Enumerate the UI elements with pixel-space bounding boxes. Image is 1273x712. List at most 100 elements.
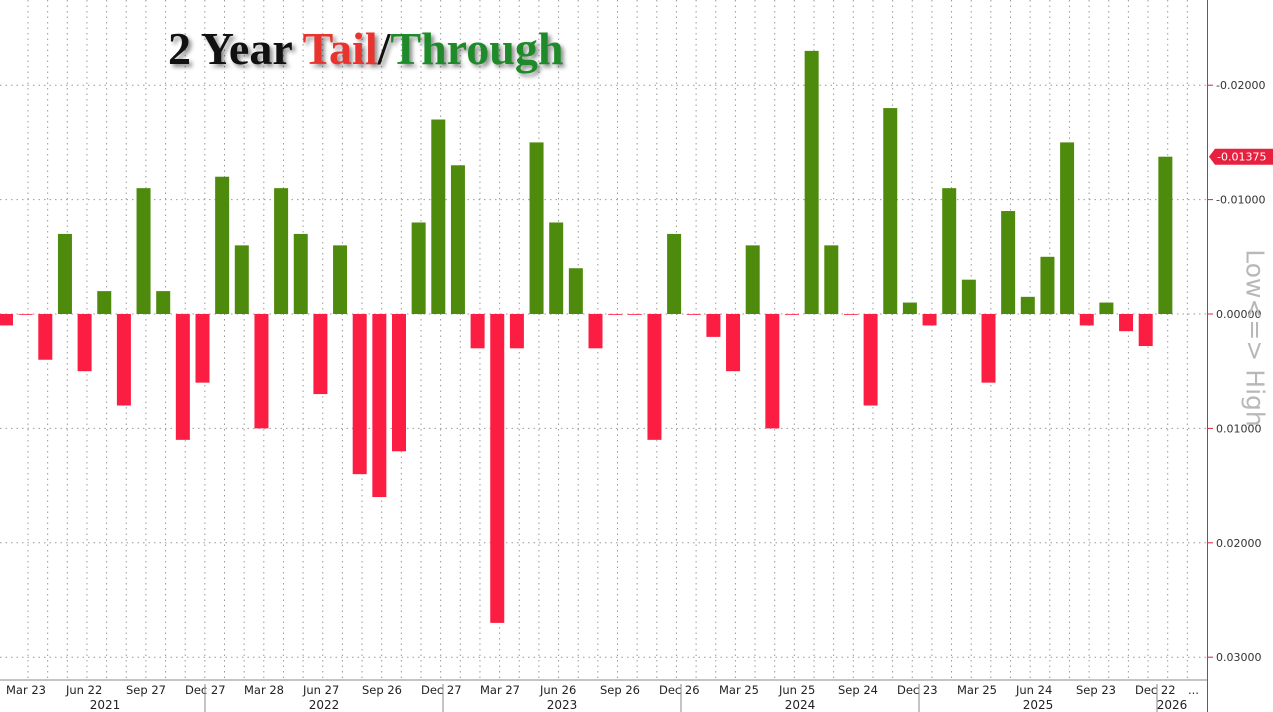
bar [0, 314, 13, 326]
bar [588, 314, 603, 349]
bar [922, 314, 937, 326]
grid-lines [0, 0, 1207, 680]
bar [608, 314, 623, 315]
bar [549, 222, 564, 314]
bar [745, 245, 760, 314]
bar [392, 314, 406, 452]
bar [274, 188, 289, 314]
bar [175, 314, 190, 440]
bar [490, 314, 505, 623]
bar [863, 314, 878, 406]
x-tick-label: Sep 26 [362, 683, 402, 697]
bar [97, 291, 112, 314]
chart-title: 2 Year Tail/Through [168, 22, 563, 75]
bar [1119, 314, 1134, 332]
bar [824, 245, 839, 314]
bar [1040, 256, 1055, 314]
x-tick-label: Sep 24 [838, 683, 878, 697]
bar [352, 314, 367, 475]
bar [38, 314, 53, 360]
year-label: 2023 [547, 698, 578, 712]
x-tick-label: Sep 27 [126, 683, 166, 697]
bar [843, 314, 858, 315]
bar [77, 314, 92, 372]
bar [765, 314, 780, 429]
x-tick-label: Dec 26 [659, 683, 700, 697]
bar [942, 188, 957, 314]
y-tick-label: -0.01000 [1216, 194, 1265, 207]
bar [509, 314, 524, 349]
x-tick-label: Mar 25 [719, 683, 759, 697]
y-tick-label: 0.02000 [1216, 537, 1262, 550]
bar [234, 245, 249, 314]
x-tick-label: Sep 23 [1076, 683, 1116, 697]
bar [195, 314, 210, 383]
title-prefix: 2 Year [168, 23, 292, 74]
x-tick-label: Dec 27 [421, 683, 462, 697]
bar [1079, 314, 1094, 326]
x-tick-label: Sep 26 [600, 683, 640, 697]
bar [1099, 302, 1114, 314]
last-value-label: -0.01375 [1217, 151, 1266, 164]
bar [116, 314, 131, 406]
last-value-tag [1209, 148, 1273, 165]
x-tick-ellipsis: ... [1188, 683, 1199, 697]
y-tick-label: -0.02000 [1216, 79, 1265, 92]
x-tick-label: Jun 25 [778, 683, 815, 697]
title-through: Through [390, 23, 564, 74]
bar [647, 314, 662, 440]
bar [254, 314, 269, 429]
bar [1060, 142, 1075, 314]
bar [431, 119, 446, 315]
x-tick-label: Mar 23 [6, 683, 46, 697]
bar [686, 314, 701, 315]
bar [313, 314, 328, 395]
bar [1138, 314, 1153, 347]
bar [470, 314, 485, 349]
bar [411, 222, 426, 314]
bar [1158, 156, 1173, 314]
bar [1001, 211, 1016, 314]
bar [215, 176, 230, 314]
bar [333, 245, 348, 314]
bar [1020, 296, 1035, 314]
year-label: 2025 [1023, 698, 1054, 712]
bar [902, 302, 917, 314]
bar [372, 314, 387, 498]
bar [156, 291, 171, 314]
y-axis-label: Low<=> High [1240, 249, 1270, 427]
x-tick-label: Dec 22 [1135, 683, 1176, 697]
bar [293, 233, 308, 314]
year-label: 2024 [785, 698, 816, 712]
y-tick-label: 0.03000 [1216, 651, 1262, 664]
bar [450, 165, 465, 314]
year-label: 2022 [309, 698, 340, 712]
y-tick-label: 0.00000 [1216, 308, 1262, 321]
bar [627, 314, 642, 315]
title-tail: Tail [302, 23, 378, 74]
x-tick-label: Jun 22 [65, 683, 102, 697]
bar [667, 233, 682, 314]
x-tick-label: Dec 23 [897, 683, 938, 697]
bar [529, 142, 544, 314]
bar [18, 314, 33, 315]
x-tick-label: Mar 27 [480, 683, 520, 697]
bar [785, 314, 799, 315]
x-tick-label: Mar 28 [244, 683, 284, 697]
bar [961, 279, 976, 314]
year-label: 2021 [90, 698, 121, 712]
bar [883, 108, 898, 314]
x-tick-label: Jun 27 [302, 683, 339, 697]
bar [706, 314, 721, 337]
bar [568, 268, 583, 314]
y-tick-label: 0.01000 [1216, 422, 1262, 435]
bar [726, 314, 741, 372]
year-label: 2026 [1157, 698, 1188, 712]
bar [57, 233, 72, 314]
bar [981, 314, 996, 383]
x-tick-label: Jun 24 [1015, 683, 1052, 697]
title-slash: / [377, 23, 391, 74]
bars [0, 50, 1173, 623]
